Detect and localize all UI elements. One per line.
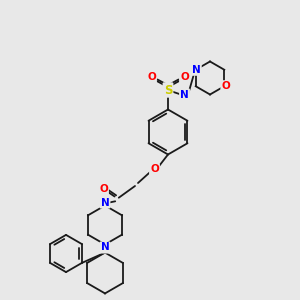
Text: O: O bbox=[99, 184, 108, 194]
Text: N: N bbox=[180, 89, 189, 100]
Text: N: N bbox=[192, 65, 201, 75]
Text: O: O bbox=[180, 72, 189, 82]
Text: N: N bbox=[100, 197, 109, 208]
Text: O: O bbox=[147, 72, 156, 82]
Text: S: S bbox=[164, 83, 172, 97]
Text: N: N bbox=[100, 242, 109, 253]
Text: O: O bbox=[221, 81, 230, 91]
Text: O: O bbox=[150, 164, 159, 175]
